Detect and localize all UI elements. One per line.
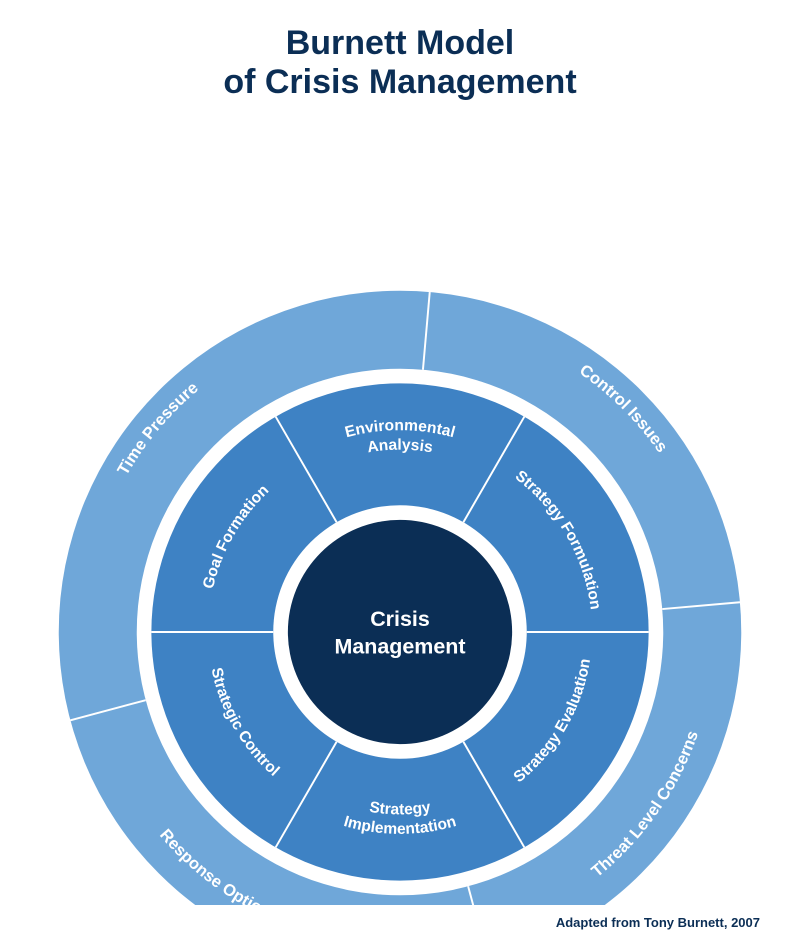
page: Burnett Model of Crisis Management Crisi… [0,0,800,950]
middle-label-3-a: Strategy [368,799,432,819]
center-label-2: Management [334,634,465,658]
title-line-1: Burnett Model [286,24,515,62]
center-circle [288,520,512,744]
burnett-diagram: CrisisManagementTime PressureControl Iss… [0,125,800,905]
center-label-1: Crisis [370,607,430,631]
page-title: Burnett Model of Crisis Management [0,24,800,102]
attribution-text: Adapted from Tony Burnett, 2007 [556,915,760,930]
title-line-2: of Crisis Management [223,63,576,101]
